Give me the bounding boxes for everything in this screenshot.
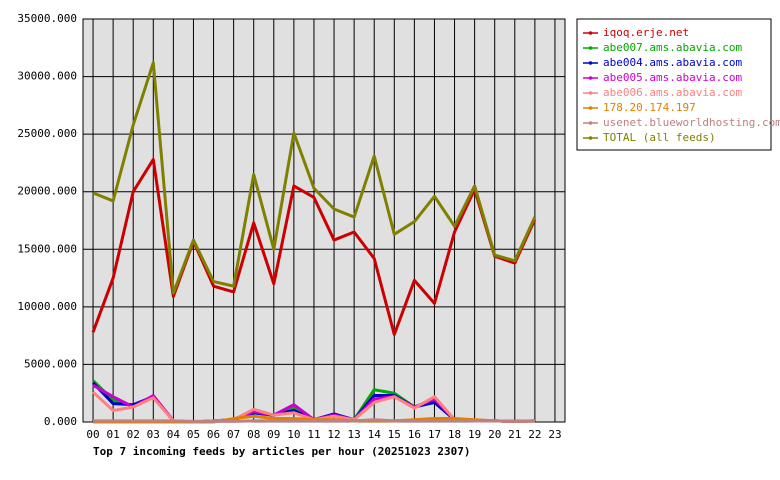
legend-label: 178.20.174.197 [603, 101, 696, 114]
series-line [92, 61, 537, 295]
x-tick-label: 11 [307, 428, 320, 441]
legend-marker [588, 31, 593, 35]
x-tick-label: 22 [528, 428, 541, 441]
x-tick-label: 00 [86, 428, 99, 441]
x-tick-label: 13 [348, 428, 361, 441]
x-tick-label: 17 [428, 428, 441, 441]
legend-box [576, 18, 772, 151]
legend-label: iqoq.erje.net [603, 26, 689, 39]
y-tick-label: 10000.000 [17, 300, 77, 313]
x-tick-label: 14 [368, 428, 382, 441]
x-tick-label: 08 [247, 428, 260, 441]
y-tick-label: 30000.000 [17, 70, 77, 83]
x-tick-label: 02 [127, 428, 140, 441]
y-tick-label: 20000.000 [17, 185, 77, 198]
x-tick-label: 05 [187, 428, 200, 441]
x-tick-label: 23 [548, 428, 561, 441]
x-tick-label: 03 [147, 428, 160, 441]
legend-marker [588, 136, 593, 140]
x-tick-label: 21 [508, 428, 521, 441]
y-tick-label: 25000.000 [17, 127, 77, 140]
legend-label: abe007.ams.abavia.com [603, 41, 742, 54]
legend-marker [588, 46, 593, 50]
x-tick-label: 09 [267, 428, 280, 441]
legend-label: usenet.blueworldhosting.com [603, 116, 780, 129]
legend-label: TOTAL (all feeds) [603, 131, 716, 144]
legend-marker [588, 61, 593, 65]
y-tick-label: 5000.000 [24, 357, 77, 370]
y-tick-label: 35000.000 [17, 12, 77, 25]
x-tick-label: 06 [207, 428, 220, 441]
y-tick-label: 0.000 [44, 415, 77, 428]
chart-title: Top 7 incoming feeds by articles per hou… [93, 445, 471, 458]
legend-marker [588, 106, 593, 110]
legend-label: abe006.ams.abavia.com [603, 86, 742, 99]
x-tick-label: 15 [388, 428, 401, 441]
series-line [93, 418, 535, 423]
x-tick-label: 12 [327, 428, 340, 441]
x-tick-label: 19 [468, 428, 481, 441]
x-tick-label: 20 [488, 428, 501, 441]
x-tick-label: 01 [107, 428, 120, 441]
x-tick-label: 16 [408, 428, 421, 441]
y-tick-label: 15000.000 [17, 242, 77, 255]
x-tick-label: 10 [287, 428, 300, 441]
series-line [91, 157, 537, 336]
legend-label: abe005.ams.abavia.com [603, 71, 742, 84]
x-tick-label: 04 [167, 428, 181, 441]
x-tick-label: 07 [227, 428, 240, 441]
legend-marker [588, 91, 593, 95]
legend-marker [588, 121, 593, 125]
legend-marker [588, 76, 593, 80]
x-tick-label: 18 [448, 428, 461, 441]
legend-label: abe004.ams.abavia.com [603, 56, 742, 69]
